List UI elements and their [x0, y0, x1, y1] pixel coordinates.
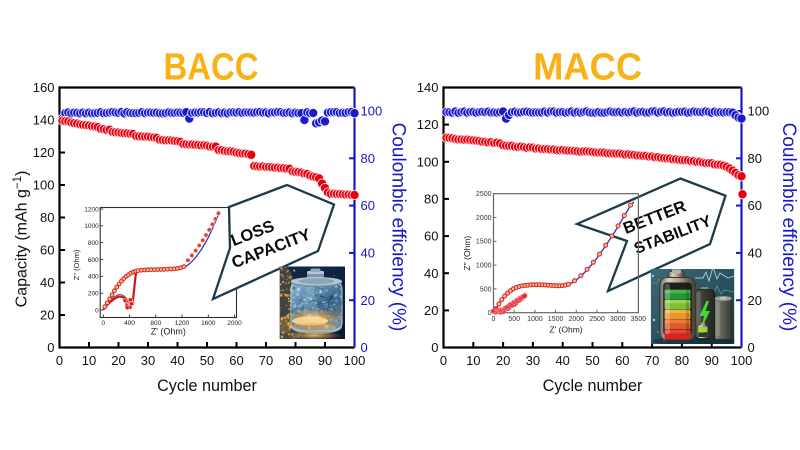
svg-text:0: 0 — [361, 340, 368, 355]
svg-text:10: 10 — [466, 353, 480, 368]
svg-text:0: 0 — [47, 340, 54, 355]
svg-text:500: 500 — [508, 316, 520, 323]
svg-text:200: 200 — [88, 291, 99, 298]
svg-text:30: 30 — [141, 353, 155, 368]
svg-text:Coulombic efficiency (%): Coulombic efficiency (%) — [778, 123, 799, 332]
svg-text:60: 60 — [229, 353, 243, 368]
svg-text:BACC: BACC — [164, 47, 259, 89]
svg-text:2500: 2500 — [476, 191, 492, 198]
svg-text:500: 500 — [480, 286, 492, 293]
svg-text:1200: 1200 — [175, 320, 190, 327]
svg-text:800: 800 — [150, 320, 161, 327]
svg-text:90: 90 — [318, 353, 332, 368]
svg-text:0: 0 — [101, 320, 105, 327]
svg-text:Capacity (mAh g−1): Capacity (mAh g−1) — [12, 171, 31, 308]
svg-text:80: 80 — [40, 210, 54, 225]
svg-text:120: 120 — [417, 117, 439, 132]
svg-text:20: 20 — [748, 293, 762, 308]
svg-text:80: 80 — [748, 151, 762, 166]
svg-text:1500: 1500 — [548, 316, 564, 323]
svg-text:100: 100 — [361, 104, 383, 119]
svg-text:70: 70 — [259, 353, 273, 368]
svg-text:10: 10 — [82, 353, 96, 368]
svg-text:0: 0 — [95, 307, 99, 314]
svg-text:100: 100 — [417, 154, 439, 169]
svg-text:Cycle number: Cycle number — [157, 377, 257, 395]
svg-text:60: 60 — [424, 229, 438, 244]
svg-text:400: 400 — [124, 320, 135, 327]
svg-text:40: 40 — [361, 246, 375, 261]
svg-text:0: 0 — [488, 310, 492, 317]
svg-text:80: 80 — [288, 353, 302, 368]
svg-text:1200: 1200 — [84, 206, 99, 213]
svg-text:30: 30 — [526, 353, 540, 368]
svg-text:20: 20 — [40, 308, 54, 323]
svg-text:1500: 1500 — [476, 239, 492, 246]
svg-text:100: 100 — [344, 353, 366, 368]
svg-text:140: 140 — [417, 80, 439, 95]
svg-text:60: 60 — [748, 198, 762, 213]
svg-text:2500: 2500 — [589, 316, 605, 323]
svg-text:Coulombic efficiency (%): Coulombic efficiency (%) — [388, 123, 409, 332]
svg-text:1600: 1600 — [201, 320, 216, 327]
svg-text:50: 50 — [200, 353, 214, 368]
svg-text:40: 40 — [424, 266, 438, 281]
svg-text:20: 20 — [361, 293, 375, 308]
svg-text:2000: 2000 — [476, 215, 492, 222]
svg-text:MACC: MACC — [533, 47, 642, 89]
svg-text:50: 50 — [585, 353, 599, 368]
svg-text:0: 0 — [440, 353, 447, 368]
svg-text:2000: 2000 — [569, 316, 585, 323]
svg-text:Z' (Ohm): Z' (Ohm) — [549, 325, 582, 335]
svg-text:3500: 3500 — [631, 316, 647, 323]
svg-text:100: 100 — [748, 104, 770, 119]
svg-text:Z' (Ohm): Z' (Ohm) — [151, 327, 186, 337]
svg-text:60: 60 — [40, 243, 54, 258]
svg-text:70: 70 — [645, 353, 659, 368]
svg-text:600: 600 — [88, 257, 99, 264]
svg-text:1000: 1000 — [476, 263, 492, 270]
svg-text:800: 800 — [88, 240, 99, 247]
svg-text:1000: 1000 — [84, 223, 99, 230]
svg-text:40: 40 — [748, 246, 762, 261]
svg-text:60: 60 — [361, 198, 375, 213]
svg-text:160: 160 — [33, 80, 55, 95]
svg-text:140: 140 — [33, 113, 55, 128]
svg-text:Z'' (Ohm): Z'' (Ohm) — [462, 236, 472, 271]
svg-text:3000: 3000 — [610, 316, 626, 323]
svg-text:0: 0 — [56, 353, 63, 368]
svg-text:Z'' (Ohm): Z'' (Ohm) — [72, 249, 81, 280]
svg-text:120: 120 — [33, 145, 55, 160]
svg-text:40: 40 — [40, 275, 54, 290]
svg-text:90: 90 — [704, 353, 718, 368]
svg-text:40: 40 — [170, 353, 184, 368]
svg-text:Cycle number: Cycle number — [543, 377, 643, 395]
svg-text:1000: 1000 — [527, 316, 543, 323]
svg-text:20: 20 — [111, 353, 125, 368]
svg-text:0: 0 — [748, 340, 755, 355]
svg-text:0: 0 — [492, 316, 496, 323]
svg-text:2000: 2000 — [227, 320, 242, 327]
svg-text:20: 20 — [496, 353, 510, 368]
svg-text:100: 100 — [731, 353, 753, 368]
svg-text:100: 100 — [33, 178, 55, 193]
svg-text:80: 80 — [424, 192, 438, 207]
svg-text:0: 0 — [431, 340, 438, 355]
svg-text:60: 60 — [615, 353, 629, 368]
svg-text:40: 40 — [555, 353, 569, 368]
svg-text:400: 400 — [88, 274, 99, 281]
svg-text:80: 80 — [361, 151, 375, 166]
svg-text:20: 20 — [424, 303, 438, 318]
svg-text:80: 80 — [675, 353, 689, 368]
